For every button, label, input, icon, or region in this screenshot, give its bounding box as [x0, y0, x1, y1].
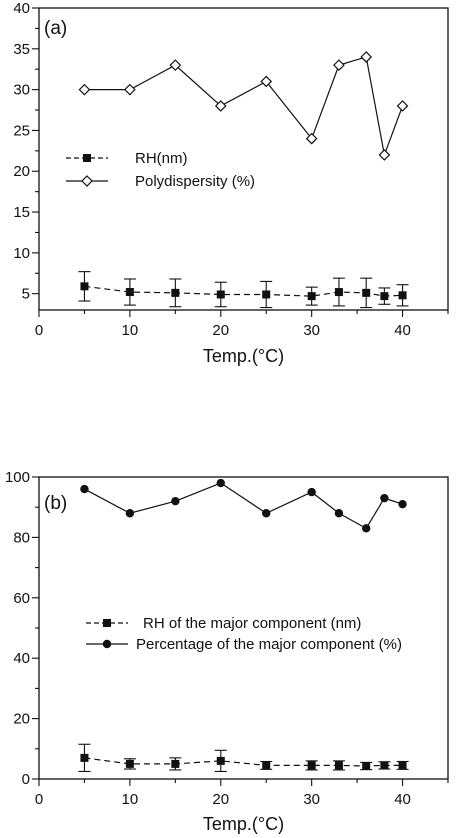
x-tick-label-a: 40: [394, 322, 411, 339]
data-point: [216, 290, 225, 299]
data-point: [360, 51, 373, 63]
data-point: [378, 149, 391, 161]
data-point: [169, 59, 182, 71]
y-tick-label-a: 5: [22, 286, 30, 303]
y-tick-label-b: 60: [13, 590, 30, 607]
legend-marker: [83, 154, 91, 162]
data-point: [380, 493, 389, 503]
y-tick-label-b: 0: [22, 771, 30, 788]
x-tick-label-b: 30: [303, 791, 320, 808]
legend-label: RH of the major component (nm): [143, 615, 361, 632]
data-point: [125, 759, 134, 768]
series-b-1: [80, 478, 407, 533]
data-point: [380, 292, 389, 301]
x-tick-label-a: 0: [35, 322, 43, 339]
data-point: [260, 75, 273, 88]
plot-frame-a: [38, 7, 449, 311]
data-point: [307, 487, 316, 497]
data-point: [307, 292, 316, 301]
x-tick-label-a: 30: [303, 322, 320, 339]
x-tick-label-a: 10: [122, 322, 139, 339]
legend-entry-b-1: Percentage of the major component (%): [86, 636, 402, 653]
data-point: [398, 499, 407, 509]
data-point: [125, 288, 134, 297]
data-point: [124, 83, 136, 96]
y-tick-label-a: 25: [13, 122, 30, 139]
legend-entry-a-1: Polydispersity (%): [66, 173, 255, 190]
x-axis-label-b: Temp.(°C): [203, 814, 284, 834]
data-point: [334, 509, 344, 518]
data-point: [333, 59, 345, 71]
series-line-b-1: [84, 482, 403, 530]
data-point: [362, 288, 371, 297]
chart-panel-a: 0 10 20 30 40 5 10 15 20 25 30 35 40 Temp.(°C) (a) RH(n…: [13, 0, 449, 366]
x-tick-label-a: 20: [212, 322, 229, 339]
chart-panel-b: 0 10 20 30 40 0 20 40 60 80 100 Temp.(°C) (b) RH of t…: [5, 469, 449, 834]
panel-label-b: (b): [44, 493, 67, 514]
x-tick-label-b: 40: [394, 791, 411, 808]
data-point: [216, 756, 225, 765]
data-point: [125, 509, 135, 518]
legend-label: Percentage of the major component (%): [136, 636, 402, 653]
data-point: [80, 484, 89, 494]
data-point: [307, 761, 316, 770]
legend-marker: [102, 639, 112, 649]
y-tick-label-b: 20: [13, 711, 30, 728]
data-point: [80, 282, 89, 291]
data-point: [171, 496, 180, 506]
series-line-b-0: [84, 757, 403, 767]
y-tick-label-b: 40: [13, 650, 30, 667]
y-tick-label-a: 15: [13, 204, 30, 221]
x-tick-label-b: 10: [122, 791, 139, 808]
data-point: [305, 132, 318, 145]
y-tick-label-a: 35: [13, 41, 30, 58]
y-tick-label-a: 40: [13, 0, 30, 17]
series-b-0: [78, 743, 409, 773]
series-a-0: [78, 271, 409, 309]
legend-label: Polydispersity (%): [135, 173, 255, 190]
data-point: [214, 100, 227, 112]
data-point: [262, 761, 271, 770]
data-point: [380, 761, 389, 770]
series-line-a-1: [84, 56, 404, 158]
legend-entry-b-0: RH of the major component (nm): [86, 615, 361, 632]
data-point: [262, 290, 271, 299]
data-point: [334, 761, 343, 770]
data-point: [80, 753, 89, 762]
data-point: [171, 759, 180, 768]
y-tick-label-a: 30: [13, 82, 30, 99]
legend-marker: [103, 619, 111, 627]
data-point: [334, 288, 343, 297]
legend-label: RH(nm): [135, 150, 188, 167]
series-a-1: [78, 51, 409, 161]
legend-entry-a-0: RH(nm): [66, 150, 188, 167]
data-point: [398, 291, 407, 300]
data-point: [262, 509, 271, 518]
x-axis-label-a: Temp.(°C): [203, 346, 284, 366]
legend-marker: [81, 175, 93, 187]
data-point: [396, 100, 409, 112]
y-tick-label-a: 10: [13, 245, 30, 262]
x-tick-label-b: 20: [212, 791, 229, 808]
series-line-a-0: [84, 285, 403, 297]
data-point: [171, 288, 180, 297]
data-point: [78, 83, 91, 96]
data-point: [362, 762, 371, 771]
data-point: [362, 524, 371, 533]
y-tick-label-b: 100: [5, 469, 30, 486]
data-point: [398, 761, 407, 770]
data-point: [216, 478, 225, 488]
y-tick-label-a: 20: [13, 163, 30, 180]
x-tick-label-b: 0: [35, 791, 43, 808]
panel-label-a: (a): [44, 18, 67, 39]
y-tick-label-b: 80: [13, 529, 30, 546]
